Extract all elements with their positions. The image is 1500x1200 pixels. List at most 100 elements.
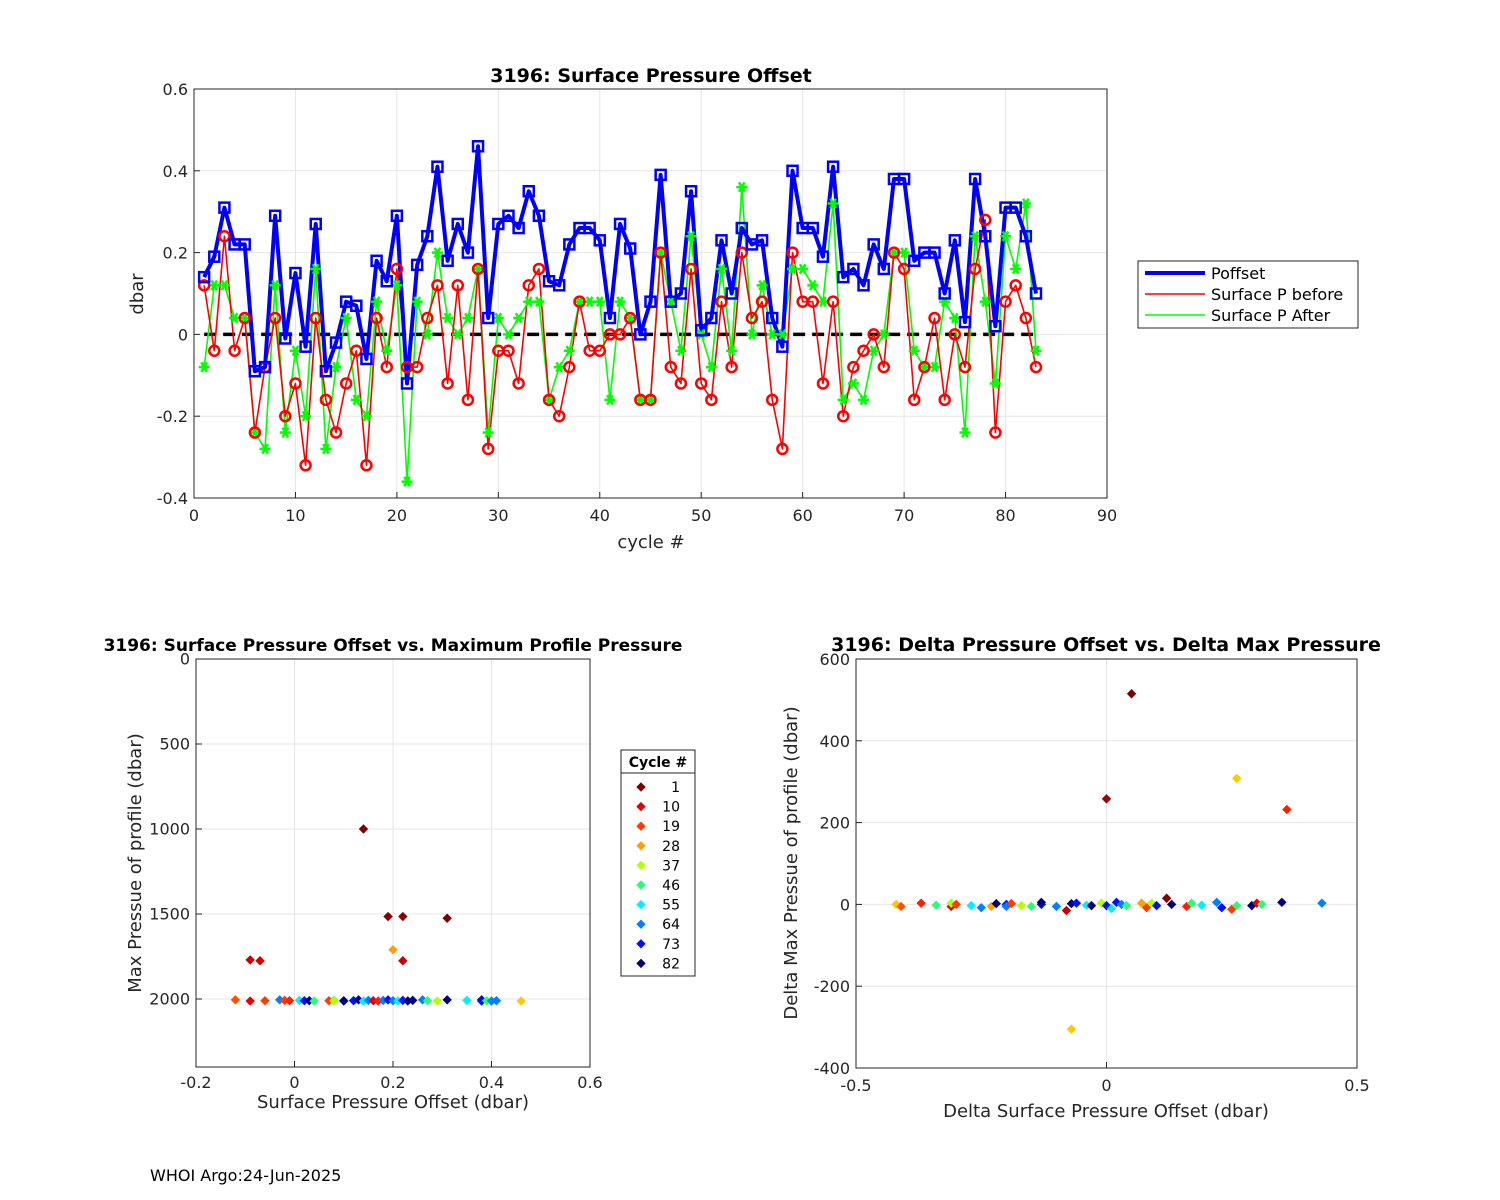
surface-p-after-marker [431, 247, 443, 258]
data-point [1217, 902, 1227, 913]
surface-p-after-marker [229, 312, 241, 324]
data-point [245, 996, 255, 1006]
poffset-marker [441, 254, 454, 268]
legend-marker [636, 782, 646, 792]
star-stroke [545, 394, 553, 406]
data-point [1232, 900, 1242, 911]
surface-p-after-marker [868, 345, 880, 357]
surface-p-after-marker [452, 329, 464, 340]
surface-p-before-marker [289, 377, 302, 390]
poffset-marker [421, 229, 434, 243]
y-tick-label: 200 [819, 814, 850, 833]
surface-p-after-marker [645, 394, 656, 406]
delta-offset-ylabel: Delta Max Pressue of profile (dbar) [781, 706, 802, 1019]
poffset-marker [299, 340, 312, 353]
cycle-legend: Cycle # 1 10 19 28 37 46 55 64 73 82 [620, 749, 696, 977]
data-point [1006, 898, 1017, 909]
star-stroke [666, 296, 675, 308]
poffset-marker [664, 295, 678, 308]
surface-p-after-marker [817, 296, 829, 308]
axes-frame [193, 88, 1108, 499]
data-point [339, 996, 349, 1006]
data-point [388, 944, 398, 955]
star-stroke [677, 345, 685, 357]
surface-p-before-marker [299, 459, 312, 472]
poffset-marker [847, 262, 860, 276]
surface-p-before-marker [816, 377, 830, 390]
data-point [398, 956, 408, 966]
surface-p-after-marker [279, 427, 291, 438]
legend-label: 82 [662, 956, 680, 972]
surface-p-after-marker [655, 247, 667, 258]
star-stroke [727, 345, 736, 357]
offset-timeseries-xlabel: cycle # [617, 532, 684, 553]
star-stroke [788, 263, 797, 275]
data-point [442, 995, 452, 1005]
surface-p-before-marker [694, 377, 708, 390]
x-tick-label: 10 [285, 506, 305, 525]
surface-p-before-marker [339, 377, 353, 390]
star-stroke [271, 279, 279, 291]
surface-p-before-marker [918, 360, 931, 374]
poffset-marker [1019, 229, 1033, 243]
star-stroke [494, 312, 503, 324]
surface-p-after-marker [847, 378, 859, 389]
star-stroke [240, 312, 249, 324]
poffset-marker [938, 287, 951, 300]
surface-p-before-marker [532, 262, 546, 276]
star-stroke [433, 247, 442, 258]
surface-p-after-marker [1000, 230, 1012, 242]
offset-vs-maxpressure-title: 3196: Surface Pressure Offset vs. Maximu… [104, 636, 683, 656]
surface-p-after-marker [634, 394, 646, 406]
star-stroke [575, 296, 584, 308]
surface-p-before-marker [836, 409, 850, 423]
series-line-poffset [202, 144, 1038, 386]
surface-p-before-marker [725, 360, 738, 374]
surface-p-after-marker [776, 329, 788, 340]
surface-p-before-marker [715, 295, 728, 308]
surface-p-after-marker [1010, 263, 1022, 275]
data-point [1141, 902, 1152, 913]
surface-p-before-marker [755, 295, 769, 308]
surface-p-before-marker [471, 262, 485, 276]
data-point [976, 902, 986, 913]
surface-p-after-marker [340, 312, 352, 324]
surface-p-after-marker [949, 312, 961, 324]
data-point [358, 824, 369, 834]
data-point [1151, 900, 1162, 911]
poffset-marker [1029, 287, 1043, 300]
star-stroke [1011, 263, 1020, 275]
surface-p-before-marker [847, 360, 860, 374]
legend-marker [636, 958, 646, 969]
star-stroke [230, 312, 239, 324]
data-point [245, 955, 255, 965]
star-stroke [849, 378, 858, 389]
surface-p-before-marker [623, 311, 637, 325]
poffset-marker [370, 254, 383, 268]
poffset-marker [410, 258, 424, 272]
surface-p-before-marker [674, 377, 688, 390]
star-stroke [372, 296, 381, 308]
surface-p-after-marker [330, 361, 342, 373]
offset-timeseries-legend: Poffset Surface P before Surface P After [1137, 260, 1359, 329]
poffset-marker [603, 311, 617, 325]
x-tick-label: -0.5 [840, 1076, 871, 1095]
surface-p-before-marker [360, 459, 373, 472]
legend-title: Cycle # [629, 755, 688, 771]
legend-label: 55 [662, 898, 680, 914]
x-tick-label: 90 [1097, 506, 1117, 525]
x-tick-label: 30 [488, 506, 508, 525]
poffset-marker [634, 328, 647, 341]
star-stroke [1001, 230, 1010, 242]
data-point [383, 911, 393, 922]
star-stroke [1032, 345, 1040, 357]
surface-p-after-marker [421, 329, 433, 340]
data-point [1101, 794, 1112, 804]
star-stroke [453, 329, 462, 340]
surface-p-before-marker [684, 262, 698, 276]
poffset-marker [989, 319, 1002, 333]
y-tick-label: 0 [180, 649, 190, 668]
data-point [1051, 901, 1062, 912]
star-stroke [768, 329, 777, 340]
